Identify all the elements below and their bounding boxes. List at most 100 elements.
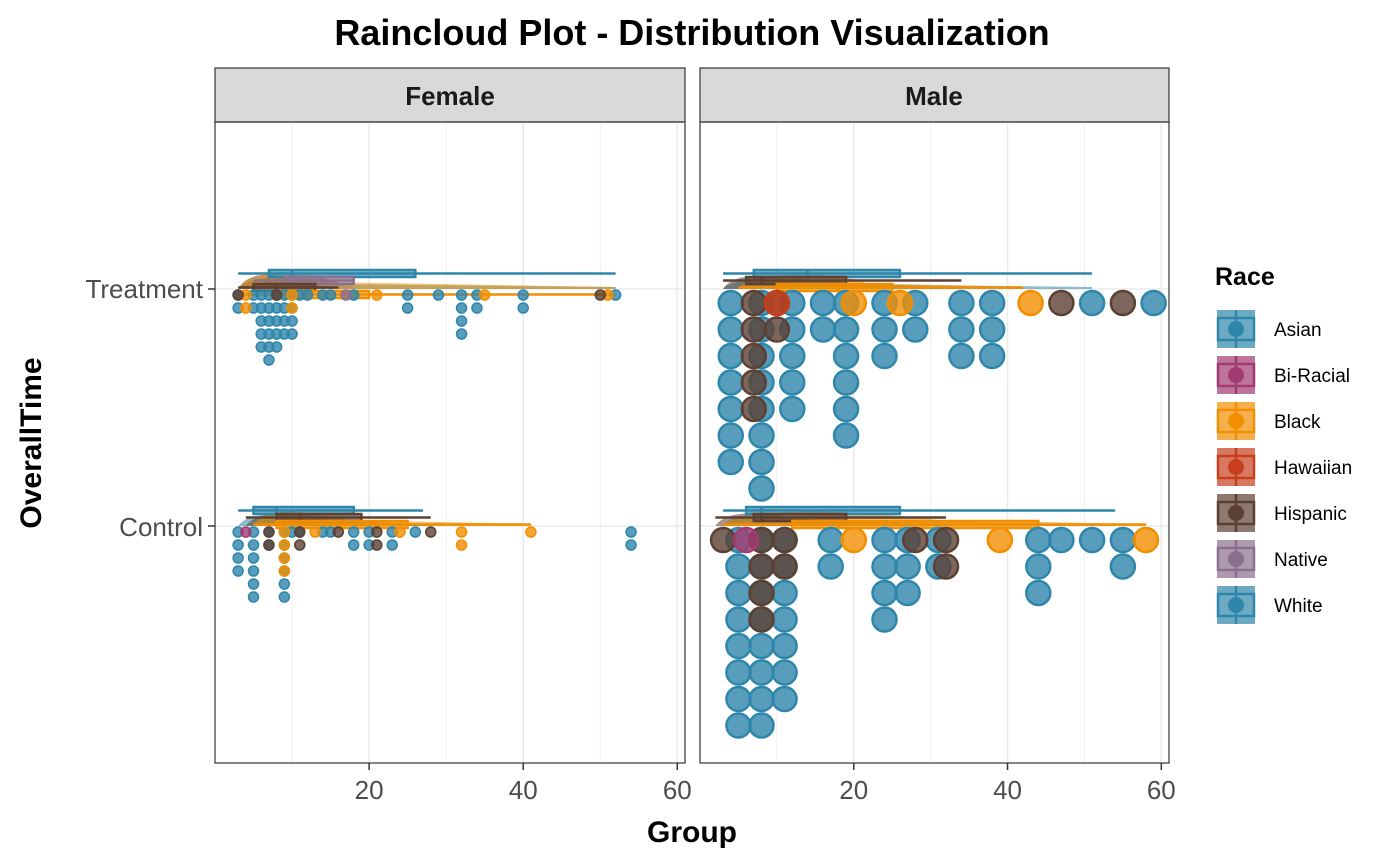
dot-female-treatment-white: [432, 289, 445, 301]
dot-male-treatment-white: [1078, 289, 1106, 317]
dot-female-treatment-white: [517, 302, 529, 314]
dot-female-control-bi-racial: [240, 526, 252, 538]
x-tick-label-male-40: 40: [993, 775, 1022, 805]
dot-female-treatment-white: [455, 328, 468, 340]
dot-male-control-white: [771, 659, 798, 686]
dot-female-treatment-white: [471, 302, 483, 314]
dot-male-control-white: [725, 579, 752, 607]
x-tick-label-male-20: 20: [839, 775, 868, 805]
dot-female-control-white: [247, 552, 260, 564]
y-axis: Treatment Control: [85, 274, 215, 542]
dot-female-treatment-white: [270, 341, 283, 353]
legend-key-black: Black: [1216, 402, 1321, 440]
x-tick-label-female-20: 20: [355, 775, 384, 805]
dot-female-control-white: [347, 526, 360, 538]
dot-female-control-black: [309, 526, 321, 538]
dot-male-treatment-hispanic: [763, 316, 791, 343]
dot-male-treatment-white: [832, 422, 860, 449]
dot-male-treatment-white: [809, 289, 837, 317]
dot-female-treatment-black: [478, 289, 491, 301]
x-tick-label-female-60: 60: [663, 775, 692, 805]
dot-female-treatment-hispanic: [594, 289, 606, 301]
dot-male-control-white: [748, 712, 775, 739]
legend-key-native: Native: [1216, 540, 1328, 578]
legend-key-bi-racial: Bi-Racial: [1216, 356, 1350, 394]
dot-female-treatment-white: [517, 289, 529, 301]
dot-male-treatment-white: [1140, 289, 1167, 317]
dot-female-treatment-hispanic: [232, 289, 244, 301]
strip-female: [214, 67, 686, 123]
dot-male-treatment-white: [748, 475, 775, 502]
dot-female-control-white: [247, 565, 260, 577]
dot-male-control-hispanic: [771, 526, 798, 554]
legend-key-asian: Asian: [1216, 310, 1322, 348]
dot-male-control-black: [986, 526, 1014, 554]
legend: Race Asian Bi-Racial Black Hawaiian Hispanic…: [1215, 263, 1352, 624]
dot-male-treatment-white: [779, 342, 806, 370]
dot-female-control-white: [386, 539, 398, 551]
dot-male-control-white: [771, 606, 798, 633]
dot-female-control-hispanic: [332, 526, 345, 538]
legend-dot-white: [1228, 597, 1244, 613]
legend-label-asian: Asian: [1274, 320, 1322, 341]
dot-male-treatment-white: [871, 342, 898, 370]
dot-male-control-white: [871, 579, 898, 607]
dot-male-control-white: [1048, 526, 1075, 554]
dot-female-treatment-black: [286, 302, 298, 314]
grid-female: [215, 122, 685, 763]
dot-male-treatment-white: [978, 289, 1006, 317]
x-tick-label-female-40: 40: [509, 775, 538, 805]
dot-female-control-white: [278, 578, 291, 590]
legend-label-hispanic: Hispanic: [1274, 504, 1347, 525]
legend-title: Race: [1215, 263, 1275, 291]
dot-male-control-hispanic: [748, 553, 775, 580]
dot-male-control-hispanic: [771, 553, 798, 580]
dot-female-control-white: [625, 539, 637, 551]
dot-female-treatment-white: [301, 289, 314, 301]
dot-female-treatment-white: [455, 302, 468, 314]
dot-male-treatment-hispanic: [740, 342, 768, 370]
dot-male-treatment-white: [779, 369, 806, 396]
dot-female-control-hispanic: [371, 526, 383, 538]
dot-female-treatment-native: [340, 289, 352, 301]
dot-male-control-white: [1025, 579, 1052, 607]
dot-male-treatment-white: [809, 316, 837, 343]
legend-key-hispanic: Hispanic: [1216, 494, 1347, 532]
dot-male-treatment-white: [832, 316, 860, 343]
marks-female: [232, 268, 637, 603]
dot-male-control-white: [1025, 553, 1052, 580]
dot-male-treatment-white: [948, 316, 975, 343]
dot-male-treatment-white: [717, 395, 745, 423]
legend-key-white: White: [1216, 586, 1323, 624]
legend-label-hawaiian: Hawaiian: [1274, 458, 1352, 479]
dot-male-control-white: [725, 553, 752, 580]
x-axis-title: Group: [647, 816, 737, 849]
dot-male-treatment-hispanic: [740, 369, 768, 396]
dot-male-treatment-black: [1017, 289, 1044, 317]
dot-male-treatment-white: [978, 342, 1006, 370]
dot-male-treatment-black: [886, 289, 914, 317]
dot-male-treatment-white: [717, 289, 745, 317]
dot-male-control-hispanic: [748, 606, 775, 633]
marks-male: [709, 268, 1167, 739]
dot-female-control-white: [247, 539, 260, 551]
dot-male-control-white: [817, 553, 844, 580]
dot-male-control-white: [725, 606, 752, 633]
dot-female-control-hispanic: [371, 539, 383, 551]
dot-male-treatment-white: [902, 316, 929, 343]
dot-female-control-white: [278, 591, 291, 603]
legend-label-bi-racial: Bi-Racial: [1274, 366, 1350, 387]
dot-male-control-white: [1078, 526, 1106, 554]
dot-male-control-white: [1025, 526, 1052, 554]
dot-female-treatment-white: [286, 328, 298, 340]
dot-female-control-hispanic: [263, 539, 275, 551]
strip-label-female: Female: [405, 81, 495, 111]
dot-male-treatment-white: [717, 342, 745, 370]
panel-male: Male: [699, 67, 1170, 764]
dot-male-control-white: [771, 632, 798, 660]
dot-female-control-black: [278, 565, 291, 577]
dot-male-control-white: [748, 685, 775, 713]
legend-label-native: Native: [1274, 550, 1328, 571]
dot-male-treatment-hispanic: [740, 395, 768, 423]
